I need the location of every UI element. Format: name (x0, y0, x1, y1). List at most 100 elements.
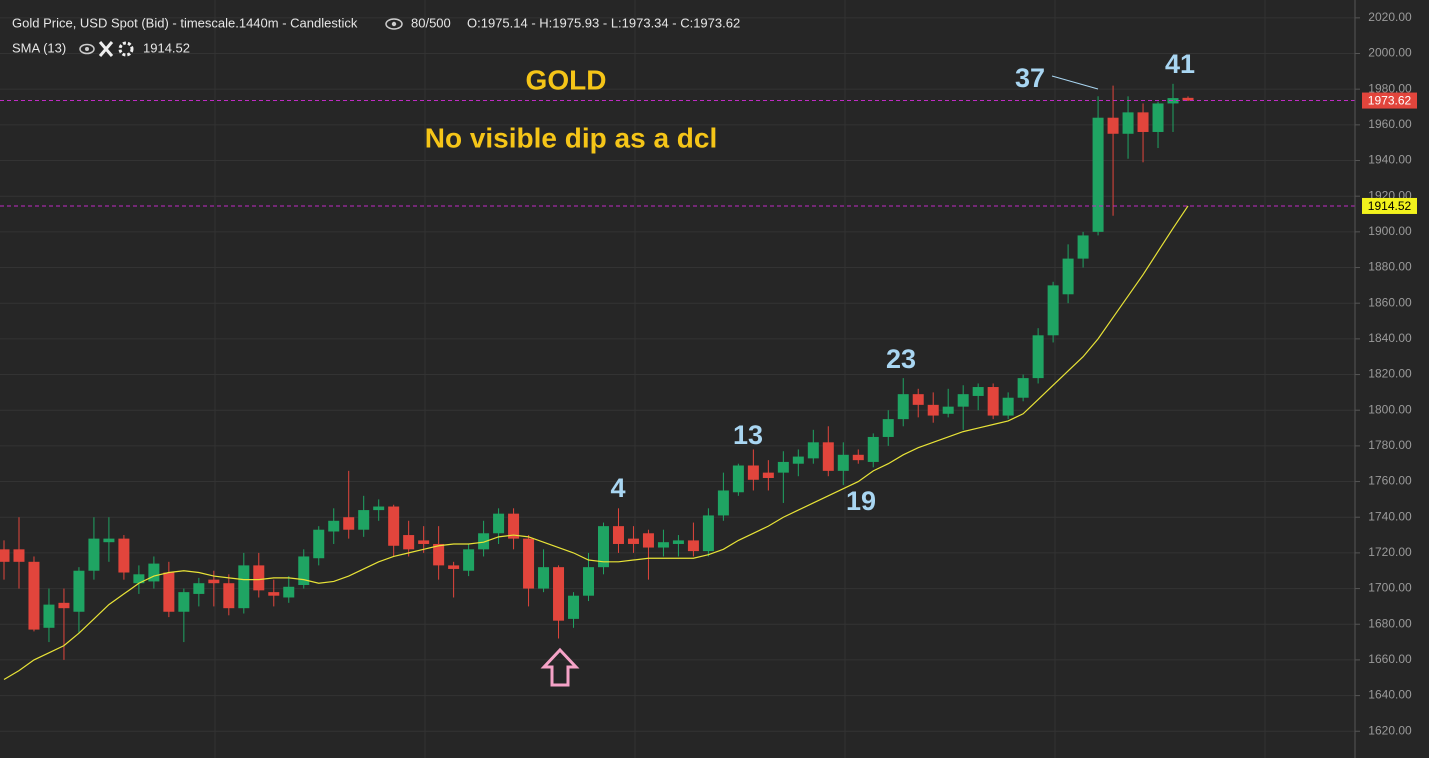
candle-body (807, 442, 819, 459)
candle-body (358, 510, 370, 530)
count-label: 37 (1015, 63, 1045, 93)
candle-body (1152, 103, 1164, 132)
price-label-box (1362, 197, 1417, 214)
candle-body (972, 387, 984, 396)
candle-body (463, 549, 475, 571)
y-tick-label: 1860.00 (1368, 295, 1412, 309)
candle-body (328, 520, 340, 532)
remove-icon[interactable] (98, 41, 114, 57)
y-tick-label: 1760.00 (1368, 474, 1412, 488)
price-label: 1973.62 (1368, 94, 1412, 108)
candle-body (942, 406, 954, 414)
sma-line (3, 205, 1189, 681)
candle-body (1092, 117, 1104, 232)
eye-icon-pupil[interactable] (391, 21, 397, 27)
candle-body (597, 526, 609, 568)
candle-body (612, 526, 624, 544)
y-tick-label: 1960.00 (1368, 117, 1412, 131)
candle-body (747, 465, 759, 480)
candle-body (523, 538, 535, 589)
candle-body (283, 586, 295, 598)
candle-body (1137, 112, 1149, 132)
candle-body (208, 579, 220, 584)
indicator-value: 1914.52 (143, 40, 190, 55)
y-tick-label: 1660.00 (1368, 652, 1412, 666)
candle-body (448, 565, 460, 569)
chart-title: Gold Price, USD Spot (Bid) - timescale.1… (12, 15, 358, 30)
eye-icon-shape[interactable] (385, 18, 403, 30)
candle-body (538, 567, 550, 589)
candle-body (867, 436, 879, 462)
eye-icon-shape[interactable] (79, 43, 95, 55)
vertical-grid (214, 0, 1266, 758)
candle-body (268, 592, 280, 596)
candle-body (133, 574, 145, 584)
y-tick-label: 1840.00 (1368, 331, 1412, 345)
count-label: 41 (1165, 49, 1195, 79)
candle-body (298, 556, 310, 585)
candle-body (193, 583, 205, 594)
candle-body (388, 506, 400, 546)
candle-body (912, 394, 924, 405)
candle-body (58, 602, 70, 609)
arrow-annotation (540, 647, 580, 687)
candle-body (103, 538, 115, 543)
candle-body (493, 513, 505, 534)
y-tick-label: 1680.00 (1368, 616, 1412, 630)
candle-body (1077, 235, 1089, 259)
candle-body (687, 540, 699, 552)
count-label: 4 (610, 473, 625, 503)
candle-body (1017, 378, 1029, 398)
eye-icon[interactable] (385, 18, 403, 30)
candle-body (1062, 258, 1074, 295)
candle-body (702, 515, 714, 552)
count-label: 19 (846, 486, 876, 516)
annotation-pointer (1051, 75, 1099, 90)
candle-body (553, 567, 565, 621)
y-tick-label: 2020.00 (1368, 10, 1412, 24)
candle-body (642, 533, 654, 548)
y-tick-label: 1740.00 (1368, 509, 1412, 523)
candle-body (957, 394, 969, 407)
candle-body (897, 394, 909, 420)
candle-body (792, 456, 804, 464)
candle-body (672, 540, 684, 544)
candle-body (1002, 397, 1014, 416)
count-label: 13 (733, 420, 763, 450)
candle-body (178, 592, 190, 612)
y-tick-label: 1640.00 (1368, 688, 1412, 702)
candle-body (1182, 97, 1194, 101)
candle-body (657, 542, 669, 548)
candle-body (88, 538, 100, 571)
candle-body (1122, 112, 1134, 134)
count-label: 23 (886, 344, 916, 374)
candle-body (43, 604, 55, 628)
candle-body (28, 561, 40, 630)
candle-body (0, 549, 10, 562)
y-tick-label: 1980.00 (1368, 81, 1412, 95)
candle-body (148, 563, 160, 582)
candle-body (1032, 335, 1044, 379)
plot (0, 17, 1355, 732)
candle-body (762, 472, 774, 478)
candle-body (478, 533, 490, 550)
ohlc-readout: O:1975.14 - H:1975.93 - L:1973.34 - C:19… (467, 15, 740, 30)
candle-body (118, 538, 130, 573)
eye-icon-pupil[interactable] (85, 47, 89, 51)
candle-body (583, 567, 595, 596)
settings-icon[interactable] (118, 41, 134, 57)
candle-body (1047, 285, 1059, 336)
y-tick-label: 1700.00 (1368, 581, 1412, 595)
candle-body (822, 442, 834, 471)
indicator-icons[interactable] (79, 41, 134, 57)
y-tick-label: 1800.00 (1368, 402, 1412, 416)
y-tick-label: 1900.00 (1368, 224, 1412, 238)
y-tick-label: 1820.00 (1368, 367, 1412, 381)
y-tick-label: 1720.00 (1368, 545, 1412, 559)
candle-body (852, 454, 864, 461)
candle-body (238, 565, 250, 609)
candle-body (837, 454, 849, 471)
candle-body (253, 565, 265, 591)
candle-body (732, 465, 744, 493)
candle-body (373, 506, 385, 511)
